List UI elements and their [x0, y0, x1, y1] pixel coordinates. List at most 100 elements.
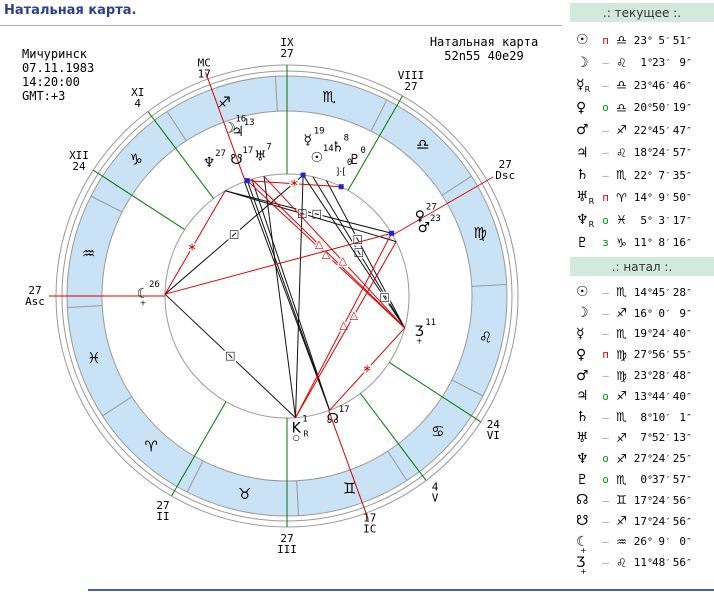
zodiac-sign-icon: ♑: [616, 235, 627, 250]
chart-planet-lilith-cross: +: [140, 298, 147, 307]
chart-planet-chiron-degree: 1: [302, 415, 307, 425]
dignity-letter: п: [602, 348, 609, 362]
dignity-letter: o: [602, 473, 609, 487]
aspect-line-jupiter-selena: [251, 178, 406, 329]
cusp-label-house-5: 4: [432, 480, 439, 493]
planet-row-mercury: ☿ – ♏ 19°24′ 40″: [570, 324, 714, 345]
chart-planet-nnode-degree: 17: [339, 405, 350, 415]
aspect-line-uranus-chiron: [263, 176, 297, 418]
aspect-symbol-nnode-selena: ∗: [363, 362, 372, 375]
cusp-label-ic: IC: [363, 522, 376, 535]
retrograde-mark: R: [588, 197, 595, 207]
aspect-endpoint-marker: [300, 172, 306, 178]
zodiac-sign-icon: ♐: [616, 123, 627, 138]
dignity-letter: –: [602, 78, 609, 92]
aspect-line-moon-nnode: [246, 180, 331, 411]
cusp-label-house-8: 27: [404, 80, 417, 93]
position-degrees: 14° 9′ 50″: [633, 191, 693, 205]
aspect-symbol-lilith-chiron: □: [225, 349, 235, 362]
dignity-letter: п: [602, 33, 609, 47]
planet-row-saturn: ♄ – ♏ 22° 7′ 35″: [570, 164, 714, 187]
planet-row-nnode: ☊ – ♊ 17°24′ 56″: [570, 490, 714, 511]
planet-row-saturn: ♄ – ♏ 8°10′ 1″: [570, 407, 714, 428]
chart-planet-uranus-degree: 7: [266, 143, 271, 153]
aspect-line-moon-selena: [246, 180, 406, 329]
aspect-endpoint-marker: [389, 230, 395, 236]
mars-icon: ♂: [576, 367, 589, 384]
zodiac-sign-icon: ♎: [616, 33, 627, 48]
zodiac-sign-icon: ♌: [479, 329, 492, 347]
dignity-letter: –: [602, 514, 609, 528]
aspect-line-nnode-snode: [243, 181, 331, 411]
zodiac-sign-icon: ♏: [616, 472, 627, 487]
uranus-icon: ♅R: [576, 189, 595, 207]
dignity-letter: –: [602, 493, 609, 507]
house-cusp-line-mc: [205, 72, 246, 182]
birth-time: 14:20:00: [22, 75, 80, 89]
chart-planet-proserpina-icon: ]·[: [336, 168, 346, 178]
sun-icon: ☉: [576, 32, 589, 49]
zodiac-sign-icon: ♊: [616, 493, 627, 508]
uranus-icon: ♅: [576, 429, 589, 446]
dignity-letter: –: [602, 123, 609, 137]
glyph-cross: +: [580, 566, 587, 576]
position-degrees: 23°28′ 48″: [633, 369, 693, 383]
chart-planet-chiron-cross: ○: [293, 433, 300, 442]
zodiac-sign-icon: ♐: [616, 306, 627, 321]
aspect-line-lilith-chiron: [164, 293, 296, 419]
house-cusp-line-house-6: [389, 362, 482, 423]
planet-row-neptune: ♆R o ♓ 5° 3′ 17″: [570, 209, 714, 232]
mercury-icon: ☿: [576, 325, 585, 342]
sign-boundary: [186, 460, 204, 493]
chart-planet-selena-icon: Ʒ: [415, 324, 424, 340]
zodiac-sign-icon: ♒: [82, 244, 95, 262]
cusp-label-house-9: 27: [280, 47, 293, 60]
chart-planet-selena-cross: +: [416, 336, 423, 345]
aspect-endpoint-marker: [244, 178, 250, 184]
lilith-icon: ☾ +: [576, 533, 589, 555]
sign-boundary: [274, 76, 278, 112]
planet-row-pluto: ♇ o ♏ 0°37′ 57″: [570, 469, 714, 490]
aspect-symbol-mars-chiron: △: [350, 309, 359, 322]
chart-planet-sun-degree: 14: [323, 144, 334, 154]
aspect-line-lilith-mercury: [164, 174, 304, 295]
glyph-cross: +: [580, 545, 587, 555]
position-degrees: 17°24′ 56″: [633, 493, 693, 507]
dignity-letter: –: [602, 369, 609, 383]
cusp-label-house-3: 27: [280, 532, 293, 545]
dignity-letter: –: [602, 285, 609, 299]
planet-row-selena: Ʒ + – ♌ 11°48′ 56″: [570, 552, 714, 576]
chart-planet-lilith-icon: ☾: [137, 286, 150, 302]
planet-row-jupiter: ♃ o ♐ 13°44′ 40″: [570, 386, 714, 407]
dignity-letter: o: [602, 101, 609, 115]
chart-planet-venus-icon: ♀: [415, 208, 425, 224]
dignity-letter: –: [602, 146, 609, 160]
zodiac-sign-icon: ♌: [616, 55, 627, 70]
aspect-line-jupiter-nnode: [251, 179, 331, 411]
house-cusp-line-house-11: [147, 111, 214, 199]
chart-planet-saturn-degree: 8: [344, 133, 349, 143]
position-degrees: 22° 7′ 35″: [633, 168, 693, 182]
position-degrees: 8°10′ 1″: [640, 410, 693, 424]
dignity-letter: –: [602, 556, 609, 570]
chart-planet-chiron-retro: R: [303, 430, 309, 439]
aspect-line-moon-pluto: [247, 180, 342, 188]
chart-planet-mercury-degree: 19: [314, 126, 325, 136]
zodiac-sign-icon: ♐: [616, 430, 627, 445]
zodiac-sign-icon: ♓: [616, 213, 627, 228]
birth-data-block: Мичуринск 07.11.1983 14:20:00 GMT:+3: [22, 47, 94, 103]
chart-planet-lilith-degree: 26: [149, 280, 160, 290]
planet-row-sun: ☉ п ♎ 23° 5′ 51″: [570, 29, 714, 52]
zodiac-sign-icon: ♏: [616, 285, 627, 300]
chart-header: Натальная карта 52n55 40e29: [400, 35, 568, 63]
nnode-icon: ☊: [576, 492, 589, 509]
aspect-line-mercury-selena: [302, 174, 406, 329]
cusp-label-dsc: 27: [499, 158, 512, 171]
dignity-letter: з: [602, 236, 609, 250]
chart-planet-mars-degree: 23: [430, 214, 441, 224]
sign-boundary: [451, 379, 484, 397]
aspect-line-mars-chiron: [295, 241, 397, 418]
chart-planet-snode-degree: 17: [242, 146, 253, 156]
position-degrees: 27°24′ 25″: [633, 452, 693, 466]
birth-date: 07.11.1983: [22, 61, 95, 75]
